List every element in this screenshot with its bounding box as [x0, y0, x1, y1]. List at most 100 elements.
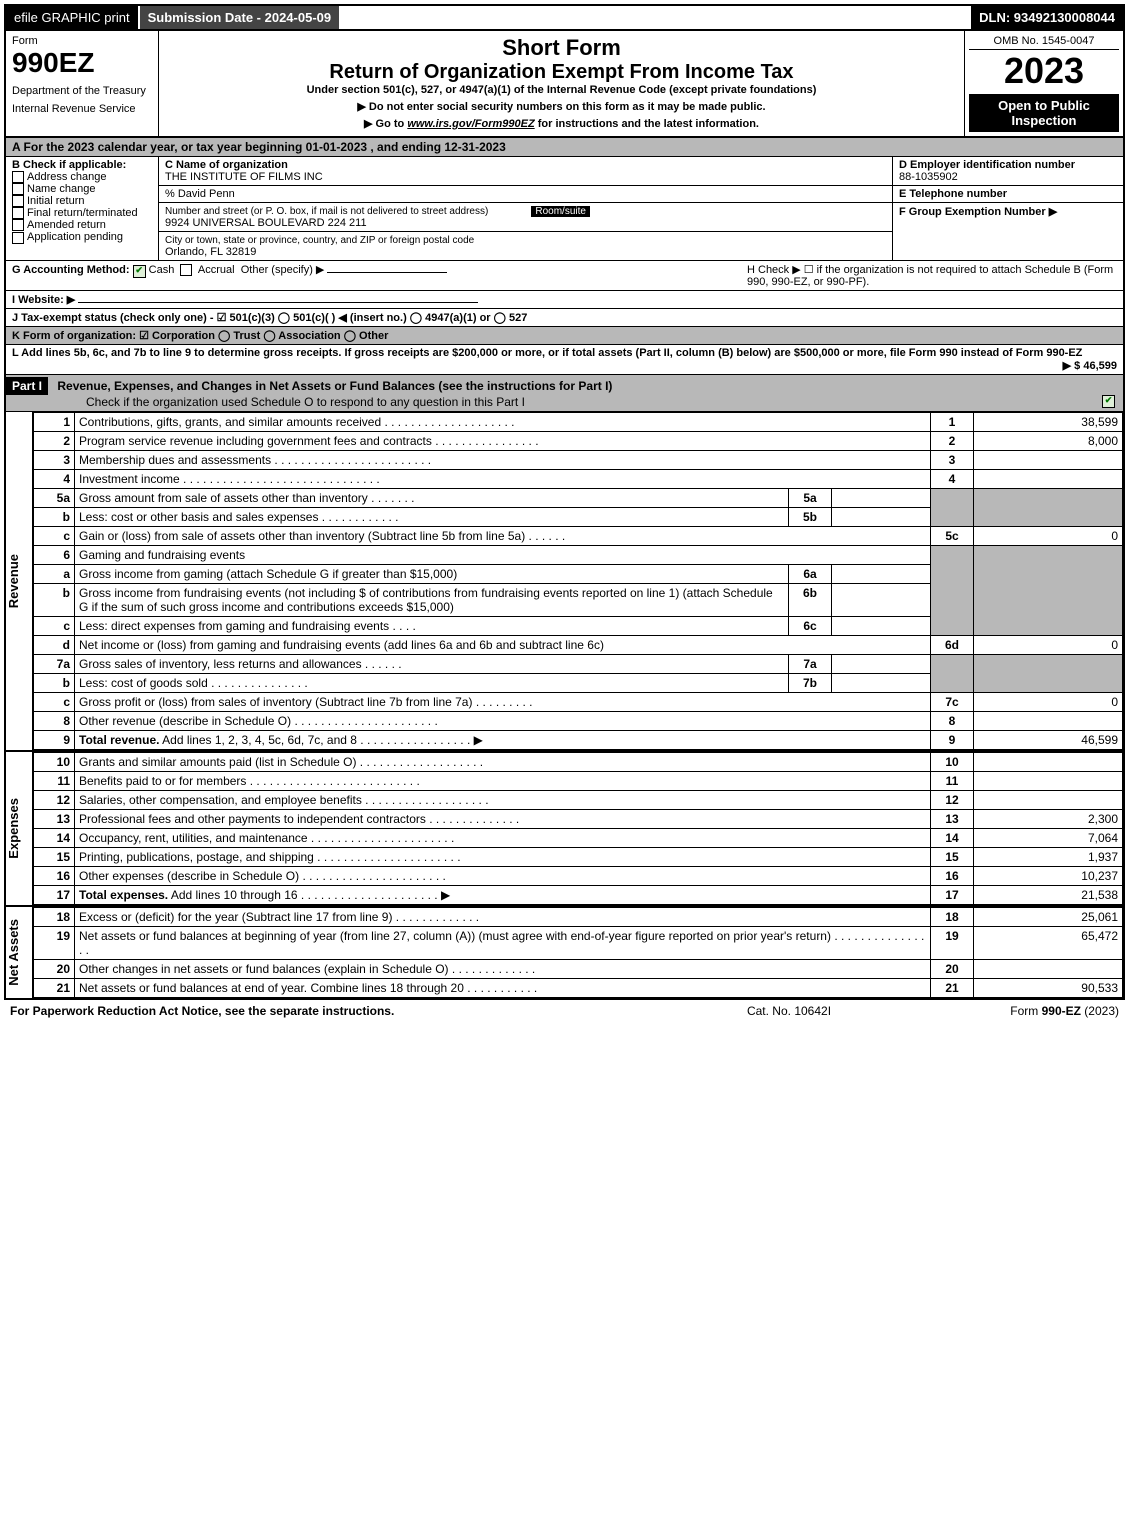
section-b-header: B Check if applicable: — [12, 159, 152, 171]
expenses-label-text: Expenses — [6, 798, 32, 859]
line-20: 20 Other changes in net assets or fund b… — [34, 960, 1123, 979]
dept-irs: Internal Revenue Service — [12, 103, 152, 115]
line-10: 10 Grants and similar amounts paid (list… — [34, 753, 1123, 772]
under-section-text: Under section 501(c), 527, or 4947(a)(1)… — [165, 84, 958, 96]
revenue-side-label: Revenue — [6, 412, 33, 750]
line-13: 13 Professional fees and other payments … — [34, 810, 1123, 829]
topbar-spacer — [341, 6, 971, 29]
part1-label: Part I — [6, 377, 48, 395]
room-label: Room/suite — [531, 206, 590, 217]
c-name-label: C Name of organization — [165, 159, 288, 171]
checkbox-cash[interactable] — [133, 265, 146, 278]
l-amount: ▶ $ 46,599 — [1063, 359, 1117, 372]
row-gh: G Accounting Method: Cash Accrual Other … — [6, 261, 1123, 291]
j-text: J Tax-exempt status (check only one) - ☑… — [12, 311, 1117, 324]
line-6d: d Net income or (loss) from gaming and f… — [34, 636, 1123, 655]
checkbox-app-pending[interactable]: Application pending — [12, 231, 152, 243]
instruction-link: ▶ Go to www.irs.gov/Form990EZ for instru… — [165, 117, 958, 130]
part1-sub: Check if the organization used Schedule … — [6, 395, 525, 409]
careof-line: % David Penn — [159, 186, 892, 203]
header-right: OMB No. 1545-0047 2023 Open to Public In… — [965, 31, 1123, 136]
return-title: Return of Organization Exempt From Incom… — [165, 61, 958, 84]
line-11: 11 Benefits paid to or for members . . .… — [34, 772, 1123, 791]
row-j: J Tax-exempt status (check only one) - ☑… — [6, 309, 1123, 327]
submission-date-button[interactable]: Submission Date - 2024-05-09 — [140, 6, 342, 29]
dln-label: DLN: 93492130008044 — [971, 6, 1123, 29]
accrual-label: Accrual — [198, 264, 235, 276]
checkbox-name-change[interactable]: Name change — [12, 183, 152, 195]
netassets-section: Net Assets 18 Excess or (deficit) for th… — [6, 905, 1123, 998]
form-header: Form 990EZ Department of the Treasury In… — [6, 31, 1123, 138]
row-a-tax-year: A For the 2023 calendar year, or tax yea… — [6, 138, 1123, 157]
footer-mid: Cat. No. 10642I — [659, 1004, 919, 1018]
section-c: C Name of organization THE INSTITUTE OF … — [159, 157, 893, 260]
checkbox-initial-return[interactable]: Initial return — [12, 195, 152, 207]
cash-label: Cash — [149, 264, 175, 276]
line-16: 16 Other expenses (describe in Schedule … — [34, 867, 1123, 886]
dept-treasury: Department of the Treasury — [12, 85, 152, 97]
revenue-label-text: Revenue — [6, 554, 32, 608]
section-def: D Employer identification number 88-1035… — [893, 157, 1123, 260]
line-14: 14 Occupancy, rent, utilities, and maint… — [34, 829, 1123, 848]
line-5c: c Gain or (loss) from sale of assets oth… — [34, 527, 1123, 546]
section-b: B Check if applicable: Address change Na… — [6, 157, 159, 260]
footer-left: For Paperwork Reduction Act Notice, see … — [10, 1004, 659, 1018]
line-1: 1 Contributions, gifts, grants, and simi… — [34, 413, 1123, 432]
line-9: 9 Total revenue. Add lines 1, 2, 3, 4, 5… — [34, 731, 1123, 750]
footer-right: Form 990-EZ (2023) — [919, 1004, 1119, 1018]
street-label: Number and street (or P. O. box, if mail… — [165, 206, 488, 217]
website-input[interactable] — [78, 302, 478, 303]
i-label: I Website: ▶ — [12, 294, 75, 306]
top-bar: efile GRAPHIC print Submission Date - 20… — [6, 6, 1123, 31]
checkbox-accrual[interactable] — [180, 264, 192, 276]
line-5a: 5a Gross amount from sale of assets othe… — [34, 489, 1123, 508]
other-specify-input[interactable] — [327, 272, 447, 273]
form-number: 990EZ — [12, 47, 152, 79]
expenses-section: Expenses 10 Grants and similar amounts p… — [6, 750, 1123, 905]
open-public-badge: Open to Public Inspection — [969, 94, 1119, 132]
ein-value: 88-1035902 — [899, 171, 958, 183]
row-k: K Form of organization: ☑ Corporation ◯ … — [6, 327, 1123, 345]
form-990ez-page1: efile GRAPHIC print Submission Date - 20… — [4, 4, 1125, 1000]
header-middle: Short Form Return of Organization Exempt… — [159, 31, 965, 136]
l-text: L Add lines 5b, 6c, and 7b to line 9 to … — [12, 347, 1082, 359]
section-bcdef: B Check if applicable: Address change Na… — [6, 157, 1123, 261]
row-l: L Add lines 5b, 6c, and 7b to line 9 to … — [6, 345, 1123, 375]
page-footer: For Paperwork Reduction Act Notice, see … — [4, 1000, 1125, 1022]
line-15: 15 Printing, publications, postage, and … — [34, 848, 1123, 867]
checkbox-amended[interactable]: Amended return — [12, 219, 152, 231]
f-group-label: F Group Exemption Number ▶ — [899, 206, 1057, 218]
revenue-table: 1 Contributions, gifts, grants, and simi… — [33, 412, 1123, 750]
form-label: Form — [12, 35, 152, 47]
other-specify: Other (specify) ▶ — [241, 264, 325, 276]
part1-header: Part I Revenue, Expenses, and Changes in… — [6, 375, 1123, 412]
org-name: THE INSTITUTE OF FILMS INC — [165, 171, 323, 183]
efile-print-label: efile GRAPHIC print — [6, 6, 140, 29]
d-ein-label: D Employer identification number — [899, 159, 1075, 171]
row-i: I Website: ▶ — [6, 291, 1123, 309]
omb-number: OMB No. 1545-0047 — [969, 35, 1119, 50]
checkbox-final-return[interactable]: Final return/terminated — [12, 207, 152, 219]
schedule-o-checkbox[interactable] — [1102, 395, 1115, 408]
part1-title: Revenue, Expenses, and Changes in Net As… — [51, 379, 618, 393]
expenses-side-label: Expenses — [6, 752, 33, 905]
netassets-table: 18 Excess or (deficit) for the year (Sub… — [33, 907, 1123, 998]
netassets-side-label: Net Assets — [6, 907, 33, 998]
checkbox-address-change[interactable]: Address change — [12, 171, 152, 183]
line-21: 21 Net assets or fund balances at end of… — [34, 979, 1123, 998]
irs-link[interactable]: www.irs.gov/Form990EZ — [407, 118, 534, 130]
h-text: H Check ▶ ☐ if the organization is not r… — [747, 263, 1117, 288]
line-7c: c Gross profit or (loss) from sales of i… — [34, 693, 1123, 712]
line-19: 19 Net assets or fund balances at beginn… — [34, 927, 1123, 960]
revenue-section: Revenue 1 Contributions, gifts, grants, … — [6, 412, 1123, 750]
city-label: City or town, state or province, country… — [165, 235, 474, 246]
street-address: 9924 UNIVERSAL BOULEVARD 224 211 — [165, 217, 367, 229]
netassets-label-text: Net Assets — [6, 919, 32, 986]
line-7a: 7a Gross sales of inventory, less return… — [34, 655, 1123, 674]
goto-text2: for instructions and the latest informat… — [538, 118, 759, 130]
line-17: 17 Total expenses. Add lines 10 through … — [34, 886, 1123, 905]
line-12: 12 Salaries, other compensation, and emp… — [34, 791, 1123, 810]
line-3: 3 Membership dues and assessments . . . … — [34, 451, 1123, 470]
k-text: K Form of organization: ☑ Corporation ◯ … — [12, 329, 1117, 342]
city-state-zip: Orlando, FL 32819 — [165, 246, 256, 258]
